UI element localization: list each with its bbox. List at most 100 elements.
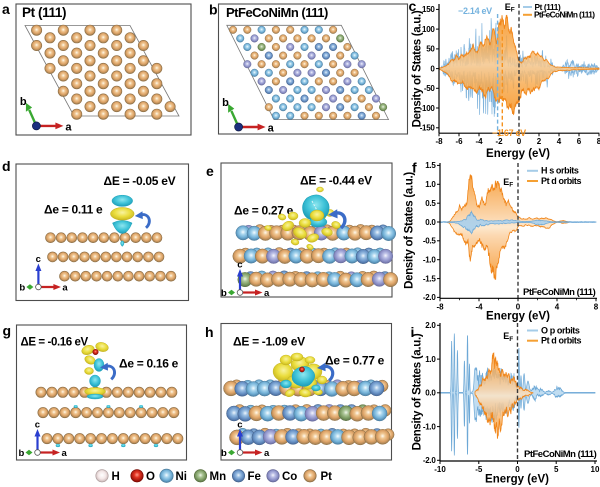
svg-text:0.5: 0.5 <box>425 199 436 208</box>
svg-text:g: g <box>3 323 12 339</box>
svg-text:PtFeCoNiMn (111): PtFeCoNiMn (111) <box>523 287 596 298</box>
svg-text:4: 4 <box>555 302 560 311</box>
svg-text:Energy (eV): Energy (eV) <box>485 474 549 486</box>
svg-text:Pt (111): Pt (111) <box>22 5 66 20</box>
svg-text:Δe = 0.27 e: Δe = 0.27 e <box>234 204 294 218</box>
svg-text:Pt d orbits: Pt d orbits <box>541 176 581 186</box>
svg-text:−1.67 eV: −1.67 eV <box>492 128 526 138</box>
svg-text:Pt: Pt <box>321 471 333 483</box>
svg-text:-2.0: -2.0 <box>423 456 436 465</box>
svg-text:0: 0 <box>517 137 522 146</box>
svg-text:i: i <box>411 324 415 340</box>
svg-text:f: f <box>412 160 417 176</box>
svg-text:10: 10 <box>591 465 600 474</box>
svg-text:ΔE = -1.09 eV: ΔE = -1.09 eV <box>233 335 305 349</box>
svg-text:ΔE = -0.05 eV: ΔE = -0.05 eV <box>104 174 176 188</box>
svg-text:F: F <box>511 7 515 14</box>
svg-text:Density of States (a.u.): Density of States (a.u.) <box>404 172 416 289</box>
svg-text:100: 100 <box>422 25 435 34</box>
svg-text:-0.5: -0.5 <box>423 237 436 246</box>
svg-text:-8: -8 <box>436 302 444 311</box>
svg-text:Δe = 0.77 e: Δe = 0.77 e <box>325 354 385 368</box>
svg-text:e: e <box>206 163 214 179</box>
svg-text:b: b <box>20 96 27 108</box>
svg-text:0.0: 0.0 <box>425 389 436 398</box>
svg-text:-2: -2 <box>495 137 503 146</box>
svg-text:-6: -6 <box>455 137 463 146</box>
svg-text:c: c <box>237 260 242 271</box>
svg-text:-4: -4 <box>475 137 483 146</box>
svg-text:a: a <box>62 448 68 459</box>
svg-text:E: E <box>503 331 509 341</box>
svg-text:H s orbits: H s orbits <box>541 166 579 176</box>
svg-text:0: 0 <box>515 465 520 474</box>
svg-text:b: b <box>19 283 25 294</box>
svg-text:b: b <box>222 97 229 109</box>
svg-text:O: O <box>146 471 155 483</box>
svg-text:-5: -5 <box>475 465 483 474</box>
svg-text:a: a <box>264 288 270 299</box>
svg-text:-1.0: -1.0 <box>423 422 436 431</box>
svg-text:c: c <box>36 254 41 265</box>
svg-text:d: d <box>2 158 11 174</box>
svg-text:Pt d orbits: Pt d orbits <box>541 336 581 346</box>
svg-text:8: 8 <box>597 137 600 146</box>
svg-text:Co: Co <box>282 471 297 483</box>
svg-text:0.0: 0.0 <box>425 218 436 227</box>
svg-text:a: a <box>62 283 68 294</box>
svg-text:-8: -8 <box>435 137 443 146</box>
svg-text:-100: -100 <box>420 104 436 113</box>
svg-text:b: b <box>19 448 25 459</box>
svg-text:2.0: 2.0 <box>425 321 436 330</box>
svg-text:ΔE = -0.44 eV: ΔE = -0.44 eV <box>300 174 372 188</box>
svg-text:2: 2 <box>537 137 542 146</box>
svg-text:50: 50 <box>426 45 435 54</box>
svg-text:a: a <box>65 121 72 133</box>
svg-text:F: F <box>509 182 513 189</box>
svg-text:Density of States (a.u.): Density of States (a.u.) <box>412 10 424 127</box>
svg-text:1.0: 1.0 <box>425 180 436 189</box>
svg-text:Energy (eV): Energy (eV) <box>486 311 550 323</box>
svg-text:Mn: Mn <box>210 471 227 483</box>
svg-text:h: h <box>205 324 214 340</box>
svg-text:a: a <box>268 123 275 135</box>
svg-text:E: E <box>505 2 511 12</box>
svg-text:b: b <box>209 2 218 18</box>
svg-text:Ni: Ni <box>176 471 188 483</box>
svg-text:a: a <box>2 1 10 17</box>
svg-text:a: a <box>264 448 270 459</box>
svg-text:0: 0 <box>430 64 435 73</box>
svg-text:b: b <box>221 448 227 459</box>
svg-text:Pt (111): Pt (111) <box>535 2 561 12</box>
svg-text:−2.14 eV: −2.14 eV <box>458 6 492 16</box>
svg-text:1.0: 1.0 <box>425 355 436 364</box>
svg-text:E: E <box>503 177 509 187</box>
svg-text:c: c <box>409 0 417 14</box>
svg-text:5: 5 <box>554 465 559 474</box>
svg-text:Δe = 0.11 e: Δe = 0.11 e <box>44 203 103 217</box>
svg-text:150: 150 <box>422 5 435 14</box>
svg-text:PtFeCoNiMn (111): PtFeCoNiMn (111) <box>226 5 328 20</box>
svg-text:H: H <box>112 471 120 483</box>
svg-text:8: 8 <box>594 302 599 311</box>
svg-text:PtFeCoNiMn (111): PtFeCoNiMn (111) <box>524 449 597 460</box>
svg-text:Energy (eV): Energy (eV) <box>486 148 550 160</box>
svg-text:-1.0: -1.0 <box>423 256 436 265</box>
svg-text:O p orbits: O p orbits <box>541 325 580 335</box>
svg-text:4: 4 <box>557 137 562 146</box>
svg-text:F: F <box>509 336 513 343</box>
svg-text:0: 0 <box>516 302 521 311</box>
svg-text:-10: -10 <box>434 465 446 474</box>
svg-text:1.5: 1.5 <box>425 161 436 170</box>
svg-text:c: c <box>237 420 242 431</box>
svg-text:-2.0: -2.0 <box>423 293 436 302</box>
svg-text:-50: -50 <box>424 84 436 93</box>
svg-text:b: b <box>221 288 227 299</box>
svg-text:Δe = 0.16 e: Δe = 0.16 e <box>119 357 179 371</box>
svg-text:6: 6 <box>577 137 582 146</box>
svg-text:-4: -4 <box>475 302 483 311</box>
svg-text:ΔE = -0.16 eV: ΔE = -0.16 eV <box>21 337 89 349</box>
svg-text:Density of States (a.u.): Density of States (a.u.) <box>412 333 424 450</box>
svg-text:-1.5: -1.5 <box>423 274 436 283</box>
svg-text:c: c <box>35 420 40 431</box>
